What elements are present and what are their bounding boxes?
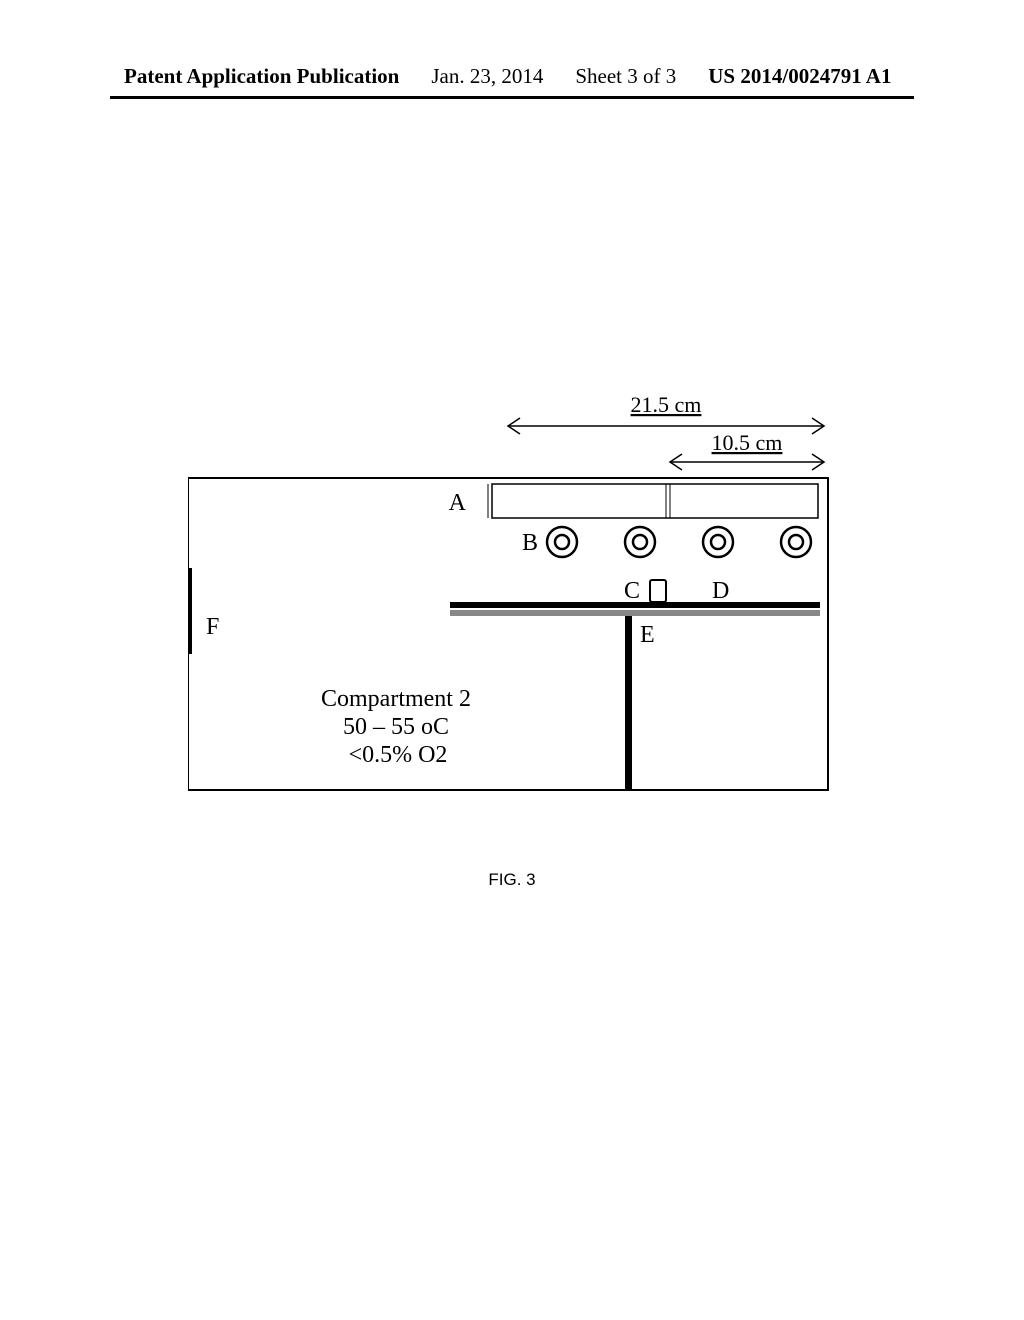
publication-number: US 2014/0024791 A1: [708, 64, 891, 89]
platform-d-bottom: [450, 610, 820, 616]
label-b: B: [522, 530, 538, 556]
compartment-line-1: Compartment 2: [321, 686, 471, 712]
divider-e: [625, 616, 632, 790]
header-rule: [110, 96, 914, 99]
label-e: E: [640, 622, 655, 648]
figure-3: 21.5 cm 10.5 cm A: [188, 390, 848, 840]
dimension-outer: 21.5 cm: [508, 392, 824, 434]
dimension-inner-label: 10.5 cm: [712, 430, 783, 455]
top-bar: [492, 484, 818, 518]
label-f: F: [206, 614, 219, 640]
page-header: Patent Application Publication Jan. 23, …: [0, 64, 1024, 89]
label-a: A: [449, 490, 467, 516]
lamp-icon: [625, 527, 655, 557]
label-d: D: [712, 578, 729, 604]
figure-caption: FIG. 3: [0, 870, 1024, 890]
compartment-line-3: <0.5% O2: [349, 742, 448, 768]
publication-date: Jan. 23, 2014: [431, 64, 543, 89]
publication-label: Patent Application Publication: [124, 64, 399, 89]
lamp-icon: [703, 527, 733, 557]
platform-d-top: [450, 602, 820, 608]
lamp-icon: [781, 527, 811, 557]
dimension-outer-label: 21.5 cm: [631, 392, 702, 417]
block-c: [650, 580, 666, 602]
figure-svg: 21.5 cm 10.5 cm A: [188, 390, 848, 840]
sheet-number: Sheet 3 of 3: [575, 64, 676, 89]
lamp-row: [547, 527, 811, 557]
dimension-inner: 10.5 cm: [670, 430, 824, 470]
label-c: C: [624, 578, 640, 604]
outer-enclosure: [188, 478, 828, 790]
side-bar-f: [188, 568, 192, 654]
lamp-icon: [547, 527, 577, 557]
compartment-line-2: 50 – 55 oC: [343, 714, 449, 740]
